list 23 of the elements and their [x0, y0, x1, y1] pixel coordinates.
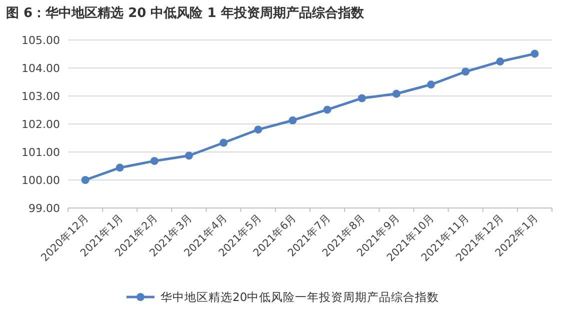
point: [116, 164, 124, 172]
y-tick-label: 100.00: [22, 174, 60, 187]
point: [220, 138, 228, 147]
point: [288, 116, 297, 124]
point: [150, 156, 158, 165]
y-tick-label: 104.00: [22, 62, 60, 75]
point: [254, 126, 262, 134]
legend: 华中地区精选20中低风险一年投资周期产品综合指数: [126, 290, 440, 304]
y-tick-label: 103.00: [22, 90, 60, 103]
point: [81, 176, 90, 184]
point: [323, 106, 332, 114]
point: [392, 90, 400, 98]
y-tick-label: 105.00: [22, 34, 60, 47]
y-tick-label: 101.00: [22, 146, 60, 159]
y-tick-label: 99.00: [28, 202, 60, 215]
title: 图 6：华中地区精选 20 中低风险 1 年投资周期产品综合指数: [6, 6, 364, 21]
y-tick-label: 102.00: [22, 118, 60, 131]
point: [358, 94, 366, 102]
point: [427, 80, 435, 89]
point: [185, 152, 193, 160]
point: [530, 50, 539, 58]
point: [496, 58, 504, 66]
point: [462, 68, 470, 76]
